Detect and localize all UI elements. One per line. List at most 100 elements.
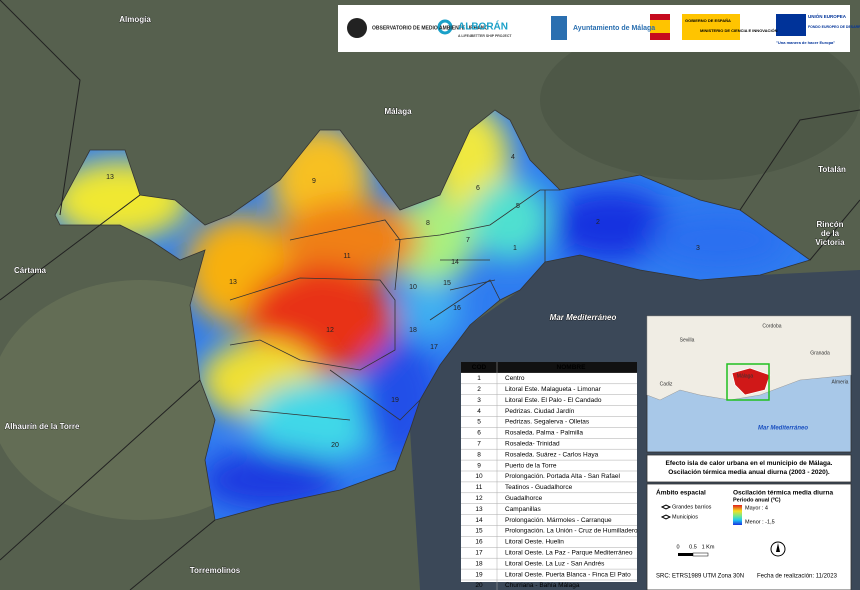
table-cell: 19 bbox=[475, 571, 483, 578]
district-number: 2 bbox=[596, 219, 600, 226]
scale-label: 1 Km bbox=[702, 544, 715, 550]
district-number: 11 bbox=[343, 253, 350, 260]
table-cell: Puerto de la Torre bbox=[505, 462, 557, 469]
district-boundaries bbox=[54, 109, 811, 521]
table-cell: 2 bbox=[477, 386, 481, 393]
logo-icon bbox=[776, 14, 806, 36]
logo-text: "Una manera de hacer Europa" bbox=[776, 40, 835, 45]
table-cell: 9 bbox=[477, 462, 481, 469]
north-arrow bbox=[770, 541, 786, 557]
district-number: 6 bbox=[476, 185, 480, 192]
legend-text: Grandes barrios bbox=[672, 504, 712, 510]
table-cell: Rosaleda. Palma - Palmilla bbox=[505, 430, 583, 437]
table-cell: Churriana - Bahía Málaga bbox=[505, 582, 580, 589]
district-number: 4 bbox=[511, 154, 515, 161]
logo-icon bbox=[437, 19, 453, 35]
table-cell: Pedrizas. Segalerva - Olletas bbox=[505, 419, 590, 426]
logo-text: MINISTERIO DE CIENCIA E INNOVACIÓN bbox=[700, 28, 778, 33]
logo-text: OBSERVATORIO DE MEDIO AMBIENTE URBANO bbox=[372, 25, 489, 31]
scale-label: 0.5 bbox=[689, 544, 697, 550]
logo-text: A LIFE4BETTER SHIP PROJECT bbox=[458, 34, 512, 38]
logo-icon bbox=[682, 14, 740, 40]
title-box bbox=[646, 454, 852, 483]
logo-text: UNIÓN EUROPEA bbox=[808, 12, 847, 19]
district-number: 9 bbox=[312, 178, 316, 185]
logo-bar bbox=[338, 5, 850, 52]
place-label: Totalán bbox=[818, 165, 846, 174]
table-header-cell: COD bbox=[472, 364, 487, 371]
table-cell: 17 bbox=[475, 549, 483, 556]
table-cell: Prolongación. Mármoles - Carranque bbox=[505, 517, 612, 524]
place-label: Almogía bbox=[119, 15, 151, 24]
inset-label: Cordoba bbox=[762, 323, 781, 329]
logo-text: FONDO EUROPEO DE DESARROLLO REGIONAL bbox=[808, 25, 860, 29]
district-number: 8 bbox=[426, 220, 430, 227]
table-cell: 20 bbox=[475, 582, 483, 589]
district-number: 20 bbox=[331, 442, 339, 449]
table-cell: 5 bbox=[477, 419, 481, 426]
table-cell: 6 bbox=[477, 430, 481, 437]
legend-text: Oscilación térmica media diurna bbox=[733, 490, 833, 497]
district-number: 16 bbox=[453, 305, 461, 312]
logo-text: GOBIERNO DE ESPAÑA bbox=[685, 18, 731, 23]
table-cell: Prolongación. Portada Alta - San Rafael bbox=[505, 473, 620, 480]
table-cell: Litoral Oeste. La Luz - San Andrés bbox=[505, 560, 605, 567]
table-cell: 1 bbox=[477, 375, 481, 382]
table-cell: Litoral Oeste. Puerta Blanca - Finca El … bbox=[505, 571, 631, 578]
district-number: 5 bbox=[516, 203, 520, 210]
scale-label: 0 bbox=[676, 544, 679, 550]
inset-label: Almeria bbox=[832, 379, 849, 385]
table-cell: 14 bbox=[475, 517, 483, 524]
table-cell: Prolongación. La Unión - Cruz de Humilla… bbox=[505, 528, 638, 535]
district-number: 1 bbox=[513, 245, 517, 252]
table-panel bbox=[461, 362, 637, 582]
logo-panel bbox=[338, 5, 850, 52]
place-label: Alhaurín de la Torre bbox=[5, 422, 81, 431]
inset-label: Málaga bbox=[737, 373, 754, 379]
table-cell: 8 bbox=[477, 451, 481, 458]
legend-text: Mayor : 4 bbox=[745, 505, 768, 511]
map-title: Efecto isla de calor urbana en el munici… bbox=[666, 460, 833, 476]
place-label: Cártama bbox=[14, 266, 47, 275]
table-cell: Litoral Este. Malagueta - Limonar bbox=[505, 386, 602, 393]
district-number: 10 bbox=[409, 284, 417, 291]
inset-label: Mar Mediterráneo bbox=[758, 426, 808, 432]
table-cell: 7 bbox=[477, 440, 481, 447]
inset-label: Cadiz bbox=[660, 381, 673, 387]
logo-text: Ayuntamiento de Málaga bbox=[573, 25, 655, 32]
district-number: 17 bbox=[430, 344, 438, 351]
district-number: 18 bbox=[409, 327, 417, 334]
sea-label: Mar Mediterráneo bbox=[550, 313, 617, 322]
table-cell: 18 bbox=[475, 560, 483, 567]
district-number: 3 bbox=[696, 245, 700, 252]
table-header-cell: NOMBRE bbox=[557, 364, 587, 371]
table-cell: 15 bbox=[475, 528, 483, 535]
legend-text: Ámbito espacial bbox=[656, 488, 706, 497]
legend-symbols bbox=[660, 504, 672, 520]
table-cell: Pedrizas. Ciudad Jardín bbox=[505, 408, 575, 415]
scale-bar bbox=[678, 552, 709, 557]
table-cell: 11 bbox=[476, 484, 483, 491]
table-cell: Rosaleda. Suárez - Carlos Haya bbox=[505, 451, 599, 458]
table-cell: Guadalhorce bbox=[505, 495, 543, 502]
district-number: 13 bbox=[229, 279, 237, 286]
district-number: 14 bbox=[451, 259, 459, 266]
logo-icon bbox=[551, 16, 567, 40]
logo-icon bbox=[650, 20, 670, 33]
table-cell: Campanillas bbox=[505, 506, 542, 513]
district-number: 12 bbox=[326, 327, 334, 334]
legend-text: Periodo anual (ºC) bbox=[733, 497, 781, 503]
inset-map bbox=[646, 315, 852, 453]
place-label: Málaga bbox=[384, 107, 412, 116]
district-number: 13 bbox=[106, 174, 114, 181]
table-cell: 10 bbox=[475, 473, 483, 480]
logo-text: ALBORÁN bbox=[458, 20, 508, 33]
table-cell: Centro bbox=[505, 375, 525, 382]
place-label: Torremolinos bbox=[190, 566, 241, 575]
table-cell: Litoral Oeste. La Paz - Parque Mediterrá… bbox=[505, 549, 633, 556]
district-number: 7 bbox=[466, 237, 470, 244]
legend-box bbox=[646, 483, 852, 590]
district-number: 19 bbox=[391, 397, 399, 404]
